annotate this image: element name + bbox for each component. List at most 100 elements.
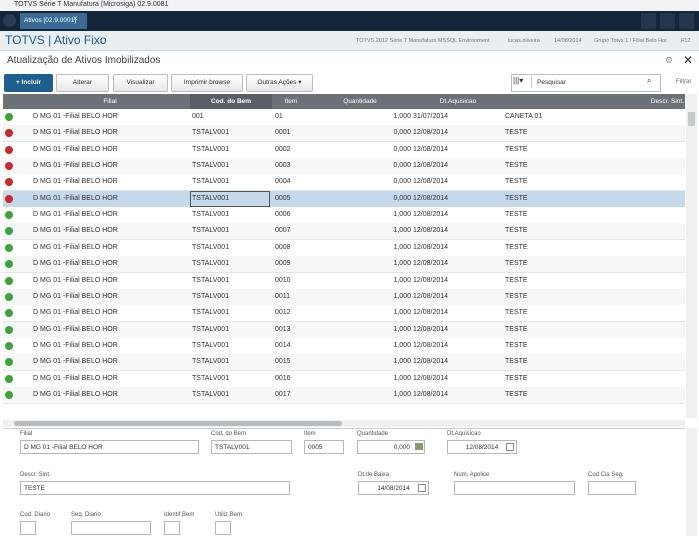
field-input[interactable]: TESTE (20, 481, 290, 495)
form-scrollbar[interactable] (686, 428, 697, 536)
table-cell: TSTALV001 (192, 243, 230, 251)
table-cell: TESTE (505, 358, 528, 366)
table-cell: D MG 01 -Filial BELO HOR (33, 325, 118, 333)
table-cell: 1,000 (393, 390, 411, 398)
table-cell: TSTALV001 (192, 390, 230, 398)
table-cell: TSTALV001 (192, 358, 230, 366)
page-title: Atualização de Ativos Imobilizados (7, 55, 161, 66)
field-input[interactable]: 0,000 (357, 440, 425, 454)
table-cell: TSTALV001 (192, 178, 230, 186)
branch: Grupo Totvs 1 / Filial Belo Hor (594, 38, 667, 44)
table-cell: 1,000 (393, 227, 411, 235)
table-cell: TESTE (505, 243, 528, 251)
table-cell: 0006 (275, 211, 291, 219)
table-cell: 1,000 (393, 309, 411, 317)
table-cell: 12/08/2014 (413, 227, 449, 235)
toolbar-button[interactable]: + Incluir (4, 74, 53, 92)
table-cell: D MG 01 -Filial BELO HOR (33, 178, 118, 186)
field-input[interactable]: TSTALV001 (211, 440, 292, 454)
field-input[interactable] (20, 521, 36, 535)
table-cell: TSTALV001 (190, 190, 270, 207)
table-cell: 12/08/2014 (413, 129, 449, 137)
search-box[interactable] (511, 74, 661, 92)
calendar-icon[interactable] (418, 484, 426, 492)
field-input[interactable]: 14/08/2014 (358, 481, 429, 495)
table-cell: D MG 01 -Filial BELO HOR (33, 292, 118, 300)
status-icon (5, 374, 13, 383)
toolbar-button[interactable]: Visualizar (113, 74, 168, 92)
table-cell: 1,000 (393, 276, 411, 284)
table-cell: 1,000 (393, 260, 411, 268)
help-icon[interactable] (679, 13, 694, 29)
status-icon (5, 162, 13, 171)
table-cell: 0015 (275, 358, 291, 366)
h-scroll-thumb[interactable] (14, 421, 342, 426)
filter-link[interactable]: Filtrar (676, 79, 692, 85)
table-row[interactable] (3, 386, 685, 404)
table-cell: TESTE (505, 227, 528, 235)
table-cell: 0,000 (393, 162, 411, 170)
table-cell: 12/08/2014 (413, 162, 449, 170)
field-label: Utiliz.Bem (215, 512, 243, 518)
table-cell: TESTE (505, 162, 528, 170)
field-label: Descr. Sint. (20, 472, 51, 478)
calendar-icon[interactable] (506, 443, 514, 451)
table-cell: TESTE (505, 178, 528, 186)
tab-close[interactable]: × (73, 14, 78, 23)
field-input[interactable] (588, 481, 636, 495)
status-icon (5, 276, 13, 285)
field-input[interactable] (164, 521, 180, 535)
table-cell: D MG 01 -Filial BELO HOR (33, 341, 118, 349)
table-cell: D MG 01 -Filial BELO HOR (33, 309, 118, 317)
status-icon (5, 260, 13, 269)
toolbar-button[interactable]: Alterar (56, 74, 109, 92)
table-cell: 0,000 (393, 129, 411, 137)
field-input[interactable] (215, 521, 231, 535)
table-cell: TSTALV001 (192, 129, 230, 137)
field-label: Seq. Diario (71, 512, 101, 518)
tab[interactable]: Ativos [02.9.0001] (20, 13, 87, 29)
field-label: Cod. do Bem (211, 431, 247, 437)
settings-icon[interactable] (660, 13, 675, 29)
field-input[interactable]: D MG 01 -Filial BELO HOR (20, 440, 199, 454)
calculator-icon[interactable] (415, 443, 423, 450)
table-cell: TSTALV001 (192, 227, 230, 235)
table-cell: 1,000 (393, 325, 411, 333)
column-header: Cod. do Bem (190, 94, 272, 109)
table-cell: TSTALV001 (192, 292, 230, 300)
mail-icon[interactable] (641, 13, 656, 29)
table-cell: TSTALV001 (192, 309, 230, 317)
field-input[interactable]: 12/08/2014 (447, 440, 517, 454)
status-icon (5, 211, 13, 220)
field-input[interactable]: 0005 (304, 440, 344, 454)
field-input[interactable] (71, 521, 151, 535)
v-scroll-thumb[interactable] (688, 112, 695, 126)
table-cell: TESTE (505, 390, 528, 398)
page-close[interactable]: ✕ (683, 53, 694, 67)
table-cell: TESTE (505, 292, 528, 300)
table-cell: TSTALV001 (192, 325, 230, 333)
h-scrollbar[interactable] (3, 420, 685, 427)
field-label: Identif.Bem (164, 512, 195, 518)
table-cell: 1,000 (393, 113, 411, 120)
search-icon[interactable]: ⌕ (647, 76, 652, 85)
table-header (3, 94, 685, 109)
v-scrollbar[interactable] (686, 94, 697, 418)
toolbar-button[interactable]: Outras Ações ▾ (246, 74, 313, 92)
status-icon (5, 227, 13, 236)
column-header: Dt.Aquisicao (439, 98, 477, 105)
table-cell: 1,000 (393, 341, 411, 349)
tab-bar (0, 11, 699, 31)
page-settings[interactable]: ⚙ (665, 55, 674, 65)
table-cell: D MG 01 -Filial BELO HOR (33, 358, 118, 366)
field-label: Num. Apolice (454, 472, 490, 478)
menu-button[interactable] (3, 14, 16, 27)
table-cell: 0010 (275, 276, 291, 284)
toolbar-button[interactable]: Imprimir browse (171, 74, 243, 92)
field-label: Filial (20, 431, 33, 437)
window-title: TOTVS Série T Manufatura (Microsiga) 02.… (14, 1, 169, 8)
field-input[interactable] (454, 481, 575, 495)
table-cell: 12/08/2014 (413, 194, 449, 202)
search-options[interactable]: |||▾ (513, 76, 532, 88)
